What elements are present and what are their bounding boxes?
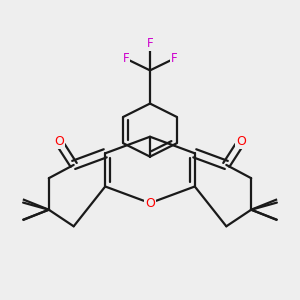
Text: F: F (123, 52, 129, 65)
Text: O: O (54, 135, 64, 148)
Text: F: F (171, 52, 177, 65)
Text: O: O (145, 196, 155, 210)
Text: O: O (236, 135, 246, 148)
Text: F: F (147, 37, 153, 50)
